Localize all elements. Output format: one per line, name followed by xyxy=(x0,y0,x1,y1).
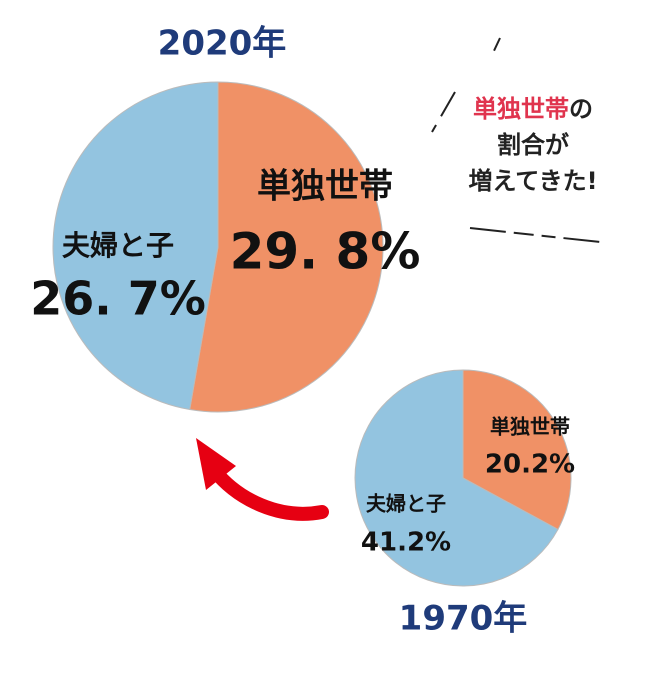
pie-slice xyxy=(189,81,384,413)
chart-title: 2020年 xyxy=(158,24,287,64)
value-label: 26. 7% xyxy=(30,272,206,326)
slice-label: 夫婦と子 xyxy=(62,229,174,262)
slice-label: 単独世帯 xyxy=(257,167,393,207)
value-label: 20.2% xyxy=(485,450,575,480)
slice-label: 単独世帯 xyxy=(490,415,570,439)
annotation-line: 増えてきた! xyxy=(468,167,597,195)
chart-title: 1970年 xyxy=(399,599,528,639)
slice-label: 夫婦と子 xyxy=(366,492,446,516)
value-label: 29. 8% xyxy=(230,223,421,281)
annotation-text: の xyxy=(569,95,593,123)
pie-slice xyxy=(354,369,559,587)
value-label: 41.2% xyxy=(361,528,451,558)
change-arrow xyxy=(196,438,329,521)
pie-slice xyxy=(462,369,572,531)
annotation-decoration xyxy=(431,37,601,243)
annotation-highlight: 単独世帯 xyxy=(473,95,569,123)
annotation-line: 単独世帯の xyxy=(473,95,593,123)
annotation-line: 割合が xyxy=(497,131,569,159)
pie-slice xyxy=(52,81,219,411)
